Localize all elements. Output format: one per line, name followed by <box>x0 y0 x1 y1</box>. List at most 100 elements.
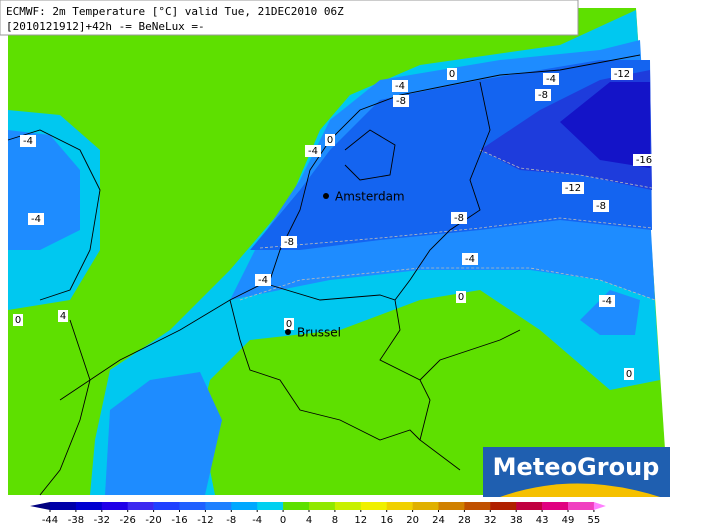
contour-label: -4 <box>31 214 41 225</box>
colorbar-tick-label: -26 <box>120 515 136 525</box>
map-area <box>7 8 668 496</box>
contour-label-box <box>13 314 23 326</box>
colorbar-bin <box>153 502 180 510</box>
colorbar-tick-label: 4 <box>306 515 312 525</box>
colorbar-tick-label: -16 <box>171 515 187 525</box>
colorbar-bin <box>334 502 362 510</box>
colorbar-bin <box>283 502 310 510</box>
coastline <box>7 129 101 301</box>
colorbar-tick-label: -20 <box>145 515 161 525</box>
colorbar-tick-label: 8 <box>332 515 338 525</box>
contour-label: 0 <box>626 369 632 380</box>
contour-label: -12 <box>614 69 630 80</box>
contour-label: -8 <box>538 90 548 101</box>
contour-label: -4 <box>546 74 556 85</box>
contour-label: 0 <box>458 292 464 303</box>
colorbar-bin <box>438 502 465 510</box>
colorbar-bin <box>309 502 336 510</box>
isotherm <box>259 217 653 249</box>
contour-label: -8 <box>596 201 606 212</box>
colorbar-tick-label: -44 <box>42 515 58 525</box>
colorbar-tick-label: -4 <box>252 515 262 525</box>
header-line: ECMWF: 2m Temperature [°C] valid Tue, 21… <box>6 5 344 18</box>
contour-label-box <box>462 253 478 265</box>
colorbar-bin <box>101 502 128 510</box>
contour-label-box <box>255 274 271 286</box>
colorbar-bin <box>542 502 569 510</box>
contour-label-box <box>305 145 321 157</box>
colorbar-tick-label: 38 <box>510 515 523 525</box>
colorbar-tick-label: -12 <box>197 515 213 525</box>
colorbar-tick-label: 24 <box>432 515 445 525</box>
contour-label: -12 <box>565 183 581 194</box>
colorbar-bin <box>231 502 258 510</box>
contour-label: 0 <box>327 135 333 146</box>
colorbar-tick-label: 43 <box>536 515 549 525</box>
contour-label: -4 <box>23 136 33 147</box>
logo-arc <box>500 483 660 497</box>
zone-west-blue <box>8 130 80 250</box>
colorbar-high <box>593 502 606 510</box>
colorbar-tick-label: 55 <box>588 515 601 525</box>
header-line: [2010121912]+42h -= BeNeLux =- <box>6 20 205 33</box>
header-box <box>0 0 579 36</box>
contour-label: -4 <box>308 146 318 157</box>
contour-label-box <box>451 212 467 224</box>
contour-label-box <box>633 154 655 166</box>
colorbar-tick-label: 12 <box>354 515 367 525</box>
contour-label-box <box>284 318 294 330</box>
colorbar-bin <box>568 502 595 510</box>
logo-text: MeteoGroup <box>493 453 660 481</box>
colorbar-bin <box>50 502 77 510</box>
colorbar-low <box>30 502 50 510</box>
colorbar-bin <box>464 502 491 510</box>
contour-label-box <box>393 95 409 107</box>
colorbar-bin <box>516 502 543 510</box>
contour-label: -8 <box>284 237 294 248</box>
contour-label-box <box>535 89 551 101</box>
border-de <box>419 329 521 381</box>
contour-label: 0 <box>286 319 292 330</box>
contour-label-box <box>456 291 466 303</box>
colorbar-bin <box>127 502 154 510</box>
colorbar-bin <box>360 502 387 510</box>
contour-label-box <box>392 80 408 92</box>
contour-label-box <box>20 135 36 147</box>
contour-label: -4 <box>465 254 475 265</box>
colorbar-bin <box>490 502 517 510</box>
border-fr-be <box>229 299 421 441</box>
city-dot <box>285 329 291 335</box>
contour-label: 0 <box>15 315 21 326</box>
contour-label: 4 <box>60 311 66 322</box>
isotherm <box>239 267 656 301</box>
colorbar-tick-label: 28 <box>458 515 471 525</box>
colorbar-bin <box>257 502 284 510</box>
city-name: Brussel <box>297 326 341 340</box>
colorbar-tick-label: -38 <box>68 515 84 525</box>
isotherm <box>479 149 653 189</box>
zone-east-blue <box>580 290 640 335</box>
colorbar-bin <box>75 502 103 510</box>
zone-south-blue <box>105 372 222 495</box>
city-name: Amsterdam <box>335 190 405 204</box>
colorbar-tick-label: -32 <box>94 515 110 525</box>
contour-label-box <box>281 236 297 248</box>
lake-ijssel <box>344 129 396 181</box>
contour-label-box <box>599 295 615 307</box>
colorbar-tick-label: -8 <box>226 515 236 525</box>
contour-label-box <box>624 368 634 380</box>
colorbar-bin <box>412 502 439 510</box>
contour-label: -8 <box>454 213 464 224</box>
coastline <box>59 54 641 401</box>
contour-label: -4 <box>602 296 612 307</box>
colorbar-bin <box>179 502 206 510</box>
contour-label: -4 <box>395 81 405 92</box>
logo: MeteoGroup <box>483 447 670 497</box>
contour-label-box <box>543 73 559 85</box>
colorbar-tick-label: 16 <box>380 515 393 525</box>
city-dot <box>323 193 329 199</box>
colorbar-bin <box>386 502 413 510</box>
colorbar-bin <box>205 502 232 510</box>
colorbar-tick-label: 20 <box>406 515 419 525</box>
